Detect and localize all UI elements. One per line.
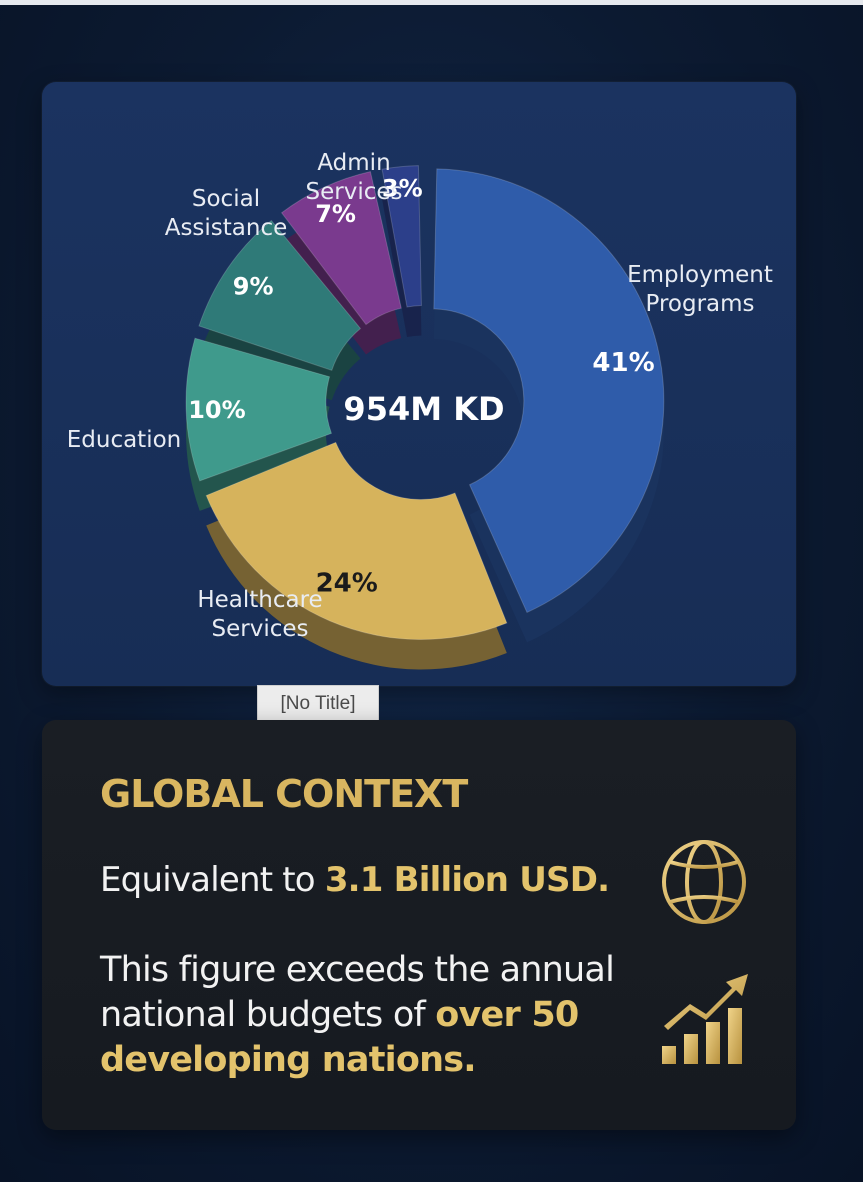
center-total-label: 954M KD	[343, 390, 504, 428]
equivalent-prefix: Equivalent to	[100, 860, 325, 900]
slice-name-label-5: Admin Services	[306, 150, 403, 205]
donut-chart: 41% 24% 10% 9% 7% 3% Employment Programs Health…	[67, 150, 773, 670]
window-top-edge	[0, 0, 863, 5]
budget-highlight: over 50 developing nations.	[100, 995, 579, 1080]
slice-value-label-0: 41%	[592, 348, 654, 378]
slice-name-label-1: Healthcare Services	[197, 587, 322, 642]
global-context-card: GLOBAL CONTEXT Equivalent to 3.1 Billion…	[42, 720, 796, 1130]
slice-5[interactable]	[381, 165, 422, 308]
slice-name-label-0: Employment Programs	[627, 262, 773, 317]
slice-value-label-2: 10%	[188, 396, 245, 424]
growth-chart-icon	[662, 974, 748, 1064]
slice-value-label-1: 24%	[316, 568, 378, 598]
slice-4[interactable]	[280, 171, 402, 326]
slice-0[interactable]	[433, 168, 665, 614]
equivalent-amount: 3.1 Billion USD.	[324, 860, 610, 900]
budget-comparison: This figure exceeds the annual national …	[100, 948, 660, 1083]
tooltip: [No Title]	[257, 685, 379, 723]
slice-1[interactable]	[205, 441, 508, 641]
slice-value-label-4: 7%	[315, 200, 356, 228]
equivalent-line: Equivalent to 3.1 Billion USD.	[100, 860, 610, 900]
slice-name-label-2: Education	[67, 427, 182, 453]
slice-name-label-4: Social Assistance	[165, 186, 288, 241]
slice-3[interactable]	[198, 219, 362, 371]
slice-value-label-3: 9%	[233, 273, 274, 301]
chart-card: 41% 24% 10% 9% 7% 3% Employment Programs Health…	[42, 82, 796, 686]
slice-value-label-5: 3%	[382, 175, 423, 203]
context-title: GLOBAL CONTEXT	[100, 772, 468, 816]
globe-icon	[662, 840, 746, 924]
slice-2[interactable]	[185, 337, 333, 482]
budget-prefix: This figure exceeds the annual national …	[100, 950, 615, 1035]
